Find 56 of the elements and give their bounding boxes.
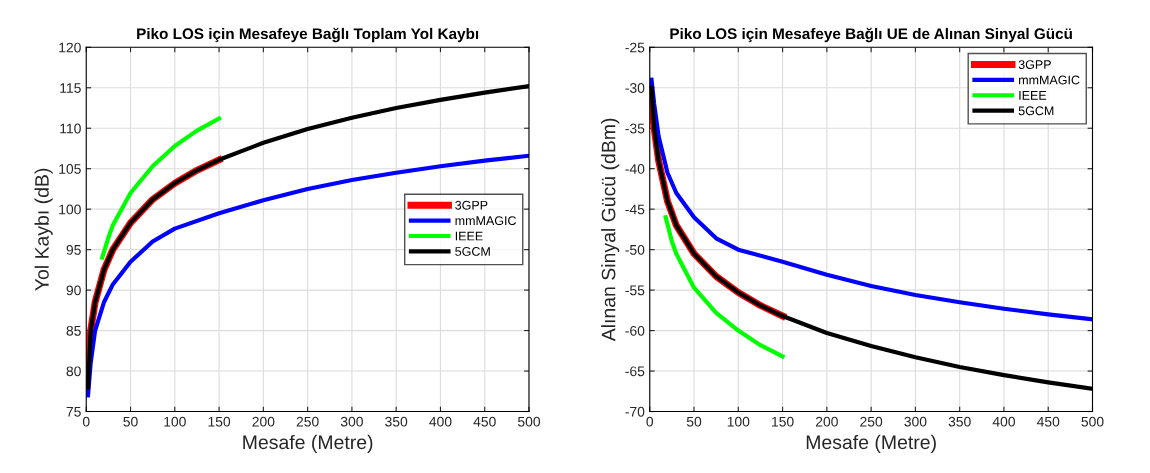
legend-label: IEEE — [455, 231, 483, 241]
y-tick-label: -70 — [625, 406, 645, 417]
x-tick-label: 250 — [296, 416, 319, 427]
x-tick-label: 250 — [860, 416, 883, 427]
y-tick-label: -35 — [625, 123, 645, 134]
y-tick-label: -60 — [625, 325, 645, 336]
x-tick-label: 400 — [429, 416, 452, 427]
x-tick-label: 0 — [646, 416, 654, 427]
x-tick-label: 100 — [727, 416, 750, 427]
y-tick-label: 75 — [66, 406, 81, 417]
y-tick-label: -65 — [625, 366, 645, 377]
y-tick-label: -25 — [625, 42, 645, 53]
x-tick-label: 450 — [473, 416, 496, 427]
y-tick-label: 105 — [59, 164, 81, 174]
chart-title: Piko LOS için Mesafeye Bağlı UE de Alınan Sinyal Gücü — [670, 27, 1072, 43]
y-tick-label: 110 — [60, 123, 81, 134]
y-tick-label: -55 — [625, 285, 645, 296]
y-tick-label: 115 — [60, 83, 81, 93]
y-tick-label: -50 — [625, 244, 645, 255]
legend-label: 3GPP — [455, 200, 488, 210]
legend-label: 5GCM — [1018, 106, 1054, 116]
y-tick-label: 80 — [66, 366, 81, 377]
x-tick-label: 300 — [340, 416, 363, 427]
legend-label: IEEE — [1019, 91, 1047, 100]
y-tick-label: -45 — [625, 204, 645, 215]
x-tick-label: 150 — [208, 416, 231, 427]
x-tick-label: 400 — [992, 416, 1015, 427]
y-tick-label: -40 — [625, 164, 645, 174]
x-tick-label: 350 — [948, 416, 971, 427]
x-axis-title: Mesafe (Metre) — [243, 434, 373, 453]
legend-label: 3GPP — [1018, 60, 1051, 69]
y-axis-title: Alınan Sinyal Gücü (dBm) — [601, 118, 620, 342]
x-tick-label: 0 — [82, 416, 90, 427]
x-tick-label: 150 — [772, 416, 794, 427]
y-tick-label: -30 — [625, 83, 645, 93]
y-tick-label: 85 — [66, 325, 81, 336]
legend-label: 5GCM — [455, 247, 490, 256]
legend-label: mmMAGIC — [1019, 75, 1080, 85]
x-tick-label: 450 — [1036, 416, 1060, 427]
y-tick-label: 100 — [59, 204, 81, 215]
x-tick-label: 500 — [1081, 416, 1104, 427]
y-axis-title: Yol Kaybı (dB) — [34, 168, 53, 291]
x-tick-label: 350 — [385, 416, 408, 427]
x-tick-label: 500 — [517, 416, 541, 427]
legend-label: mmMAGIC — [455, 216, 517, 226]
x-tick-label: 100 — [164, 416, 186, 427]
chart-title: Piko LOS için Mesafeye Bağlı Toplam Yol Kaybı — [137, 27, 479, 43]
x-tick-label: 50 — [123, 416, 138, 427]
y-tick-label: 120 — [59, 42, 81, 53]
x-axis-title: Mesafe (Metre) — [806, 434, 936, 453]
y-tick-label: 90 — [66, 285, 81, 296]
x-tick-label: 200 — [252, 416, 275, 427]
x-tick-label: 200 — [815, 416, 838, 427]
y-tick-label: 95 — [66, 244, 81, 255]
x-tick-label: 300 — [904, 416, 927, 427]
x-tick-label: 50 — [686, 416, 702, 427]
